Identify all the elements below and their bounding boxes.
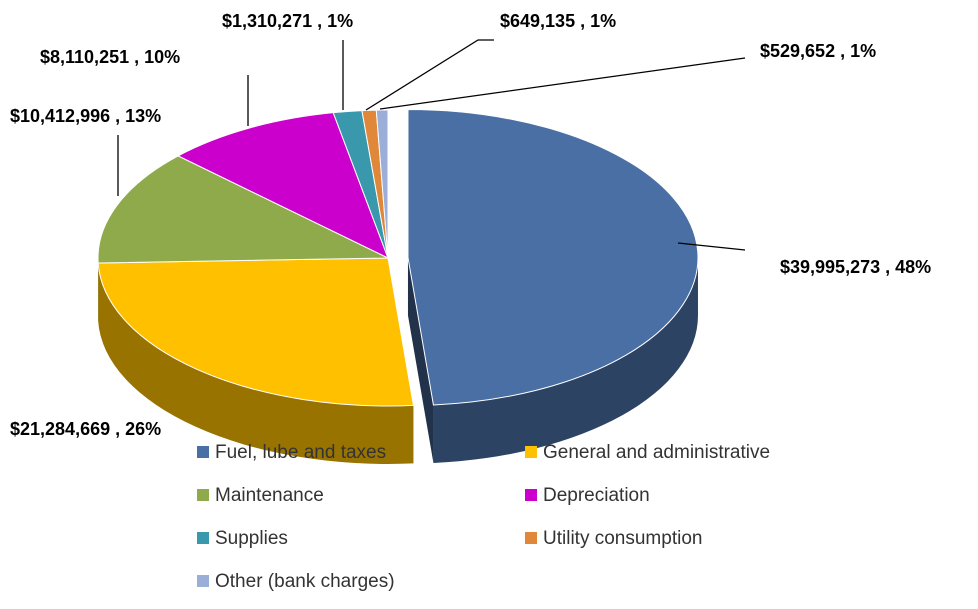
slice: [375, 109, 389, 259]
legend-swatch: [197, 575, 209, 587]
legend-swatch: [525, 489, 537, 501]
legend-swatch: [525, 446, 537, 458]
slice-side: [98, 262, 414, 464]
slice: [407, 109, 699, 406]
slice: [97, 257, 415, 407]
data-label: $1,310,271 , 1%: [222, 11, 353, 31]
slice: [97, 155, 389, 264]
data-label: $8,110,251 , 10%: [40, 47, 180, 67]
data-label: $39,995,273 , 48%: [780, 257, 931, 277]
legend-label: Maintenance: [215, 485, 324, 506]
leader-line: [365, 39, 494, 111]
data-label: $529,652 , 1%: [760, 41, 876, 61]
slice-side: [433, 257, 698, 463]
legend-label: Utility consumption: [543, 528, 702, 549]
legend-label: Other (bank charges): [215, 571, 395, 592]
legend-swatch: [197, 489, 209, 501]
legend-label: Supplies: [215, 528, 288, 549]
legend-label: General and administrative: [543, 442, 770, 463]
legend-swatch: [525, 532, 537, 544]
legend-swatch: [197, 446, 209, 458]
legend-label: Depreciation: [543, 485, 650, 506]
legend-swatch: [197, 532, 209, 544]
slice: [177, 112, 389, 259]
data-label: $10,412,996 , 13%: [10, 106, 161, 126]
slice-side: [407, 257, 434, 463]
leader-line: [677, 242, 746, 251]
legend-label: Fuel, lube and taxes: [215, 442, 386, 463]
leader-line: [379, 57, 746, 110]
data-label: $649,135 , 1%: [500, 11, 616, 31]
data-label: $21,284,669 , 26%: [10, 419, 161, 439]
